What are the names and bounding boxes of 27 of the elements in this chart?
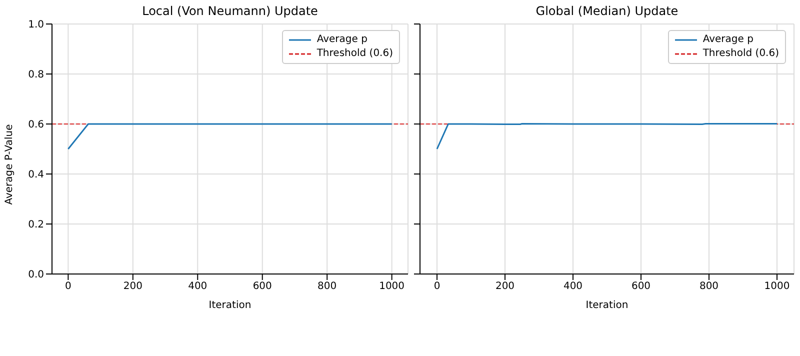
x-tick-label: 600	[252, 281, 272, 292]
chart-title: Global (Median) Update	[534, 4, 680, 18]
x-tick-label: 800	[699, 281, 719, 292]
y-tick-label: 0.8	[28, 70, 44, 80]
x-tick-label: 200	[123, 281, 142, 292]
x-axis-title: Iteration	[586, 300, 628, 311]
legend-label: Average p	[316, 33, 368, 47]
y-tick-label: 0.0	[28, 270, 44, 280]
x-tick-label: 200	[495, 281, 515, 292]
x-tick-label: 0	[434, 281, 440, 292]
y-tick-label: 0.2	[28, 220, 44, 230]
x-tick-label: 800	[318, 281, 337, 292]
y-axis-title: Average P-Value	[4, 124, 15, 205]
legend-label: Average p	[702, 33, 754, 47]
chart-title: Local (Von Neumann) Update	[141, 4, 319, 18]
legend-label: Threshold (0.6)	[316, 47, 393, 61]
y-tick-label: 0.6	[28, 120, 44, 130]
x-tick-label: 0	[64, 281, 72, 292]
y-tick-label: 1.0	[28, 20, 44, 30]
x-tick-label: 1000	[764, 281, 790, 292]
x-tick-label: 400	[188, 281, 208, 292]
x-tick-label: 400	[563, 281, 583, 292]
legend-label: Threshold (0.6)	[702, 47, 779, 61]
x-tick-label: 1000	[379, 281, 405, 292]
x-tick-label: 600	[631, 281, 651, 292]
x-axis-title: Iteration	[208, 300, 252, 311]
y-tick-label: 0.4	[28, 170, 44, 180]
